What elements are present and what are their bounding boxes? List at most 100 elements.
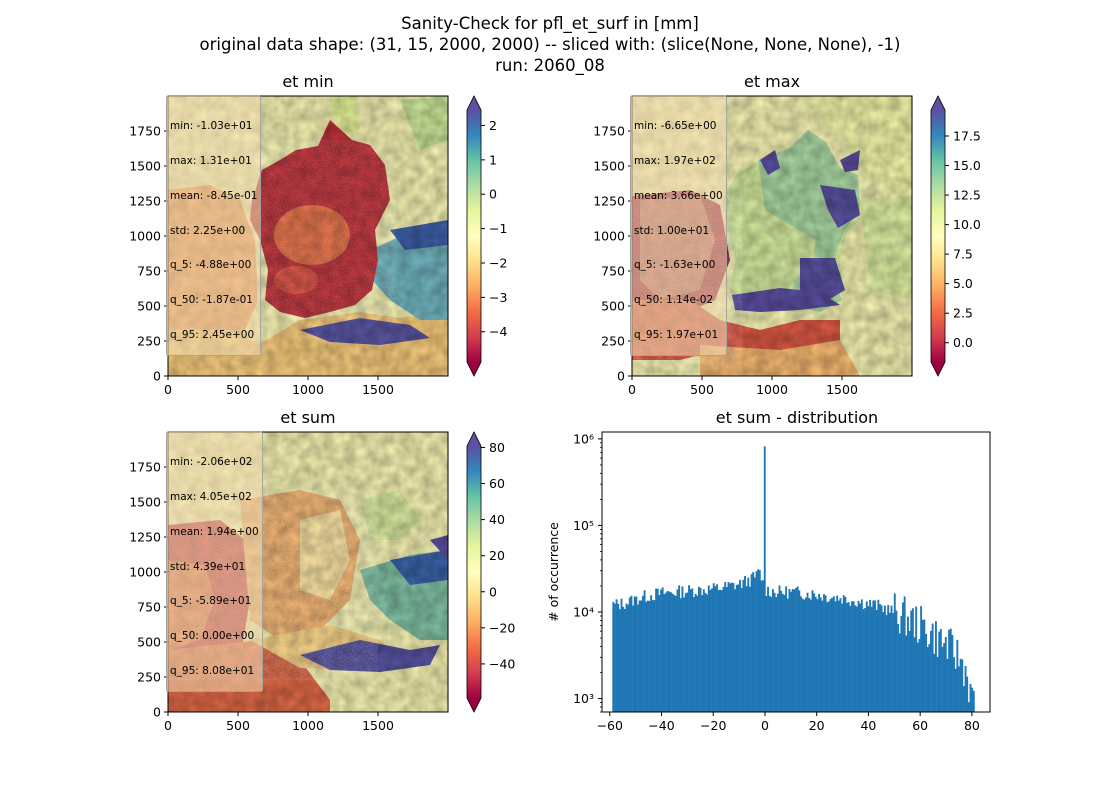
- histogram-bar: [765, 595, 768, 712]
- histogram-bar: [627, 604, 630, 712]
- histogram-bars: [612, 446, 975, 712]
- y-tick-label: 750: [137, 600, 161, 615]
- histogram-bar: [943, 643, 946, 712]
- histogram-bar: [818, 593, 821, 712]
- histogram-bar: [753, 577, 756, 712]
- y-tick-label: 1750: [129, 460, 161, 475]
- histogram-bar: [809, 599, 812, 712]
- x-tick-label: −60: [597, 718, 623, 733]
- colorbar-tick-label: 40: [489, 512, 505, 527]
- histogram-frame: [601, 431, 991, 713]
- histogram-bar: [926, 646, 929, 712]
- colorbar-tick-label: −2: [489, 255, 507, 270]
- stat-line: max: 1.97e+02: [634, 154, 716, 167]
- histogram-bar: [897, 624, 900, 712]
- histogram-bar: [855, 606, 858, 712]
- stat-line: mean: -8.45e-01: [170, 189, 258, 202]
- y-tick-label: 500: [137, 635, 161, 650]
- histogram-bar: [693, 597, 695, 712]
- histogram-bar: [969, 683, 972, 712]
- y-tick-label: 1250: [593, 194, 625, 209]
- histogram-bar: [851, 601, 853, 712]
- y-tick-label: 750: [137, 264, 161, 279]
- histogram-bar: [885, 615, 888, 712]
- histogram-bar: [776, 593, 779, 712]
- histogram-bar: [954, 668, 957, 712]
- stat-line: q_5: -5.89e+01: [170, 595, 252, 608]
- y-tick-label: 0: [617, 369, 625, 384]
- histogram-bar: [916, 642, 919, 712]
- histogram-bar: [860, 599, 863, 712]
- histogram-bar: [757, 569, 760, 712]
- histogram-bar: [939, 629, 942, 712]
- colorbar-tick-label: 0: [489, 584, 497, 599]
- histogram-bar: [880, 605, 883, 712]
- y-tick-label: 1000: [129, 229, 161, 244]
- histogram-bar: [701, 595, 704, 712]
- histogram-bar: [844, 596, 847, 712]
- histogram-bar: [803, 599, 806, 712]
- stat-line: max: 4.05e+02: [170, 490, 252, 503]
- histogram-bar: [859, 603, 862, 712]
- stat-line: min: -2.06e+02: [170, 456, 253, 469]
- histogram-bar: [740, 587, 743, 712]
- histogram-bar: [785, 586, 788, 712]
- histogram-bar: [966, 676, 969, 712]
- histogram-bar: [847, 601, 850, 712]
- histogram-bar: [783, 594, 786, 712]
- histogram-bar: [727, 582, 730, 712]
- histogram-bar: [681, 586, 684, 712]
- histogram-bar: [933, 653, 936, 712]
- histogram-bar: [633, 596, 636, 712]
- histogram-bar: [831, 597, 834, 712]
- histogram-bar: [920, 606, 923, 712]
- histogram-bar: [742, 579, 745, 712]
- histogram-bar: [648, 600, 651, 712]
- histogram-bar: [666, 591, 669, 712]
- histogram-bar: [707, 585, 710, 712]
- x-tick-label: 80: [964, 718, 980, 733]
- stat-line: q_5: -1.63e+00: [634, 259, 716, 272]
- colorbar-tick-label: 10.0: [953, 217, 981, 232]
- histogram-bar: [719, 589, 722, 712]
- x-tick-label: −40: [648, 718, 674, 733]
- histogram-bar: [770, 597, 773, 712]
- histogram-bar: [893, 593, 896, 712]
- histogram-bar: [934, 621, 937, 712]
- histogram-bar: [872, 600, 875, 712]
- histogram-bar: [658, 595, 661, 712]
- histogram-bar: [696, 595, 699, 712]
- histogram-bar: [615, 599, 618, 712]
- x-tick-label: 1500: [826, 382, 858, 397]
- histogram-bar: [953, 657, 955, 712]
- histogram-bar: [870, 606, 873, 712]
- histogram-bar: [691, 588, 694, 712]
- y-tick-label: 1500: [129, 159, 161, 174]
- y-tick-label: 10⁵: [573, 518, 594, 533]
- histogram-bar: [786, 598, 789, 712]
- histogram-bar: [900, 616, 903, 712]
- histogram-bar: [684, 593, 687, 712]
- histogram-bar: [951, 634, 954, 712]
- x-tick-label: 1000: [756, 382, 788, 397]
- colorbar-tick-label: 1: [489, 152, 497, 167]
- histogram-bar: [941, 646, 944, 712]
- histogram-bar: [793, 589, 796, 712]
- stat-line: q_95: 8.08e+01: [170, 664, 255, 677]
- colorbar-tick-label: 20: [489, 548, 505, 563]
- histogram-bar: [849, 605, 852, 712]
- stats-box-et-min: min: -1.03e+01 max: 1.31e+01 mean: -8.45…: [166, 95, 262, 357]
- histogram-bar: [906, 616, 909, 712]
- histogram-bar: [903, 596, 906, 712]
- colorbar-tick-label: 7.5: [953, 247, 973, 262]
- histogram-bar: [732, 583, 735, 712]
- histogram-bar: [729, 583, 732, 712]
- histogram-bar: [734, 589, 737, 712]
- histogram-bar: [725, 587, 728, 712]
- histogram-bar: [813, 593, 816, 712]
- histogram-bar: [867, 606, 870, 712]
- histogram-bar: [622, 606, 625, 712]
- histogram-bar: [788, 588, 791, 712]
- histogram-bar: [948, 629, 951, 712]
- histogram-bar: [683, 597, 686, 712]
